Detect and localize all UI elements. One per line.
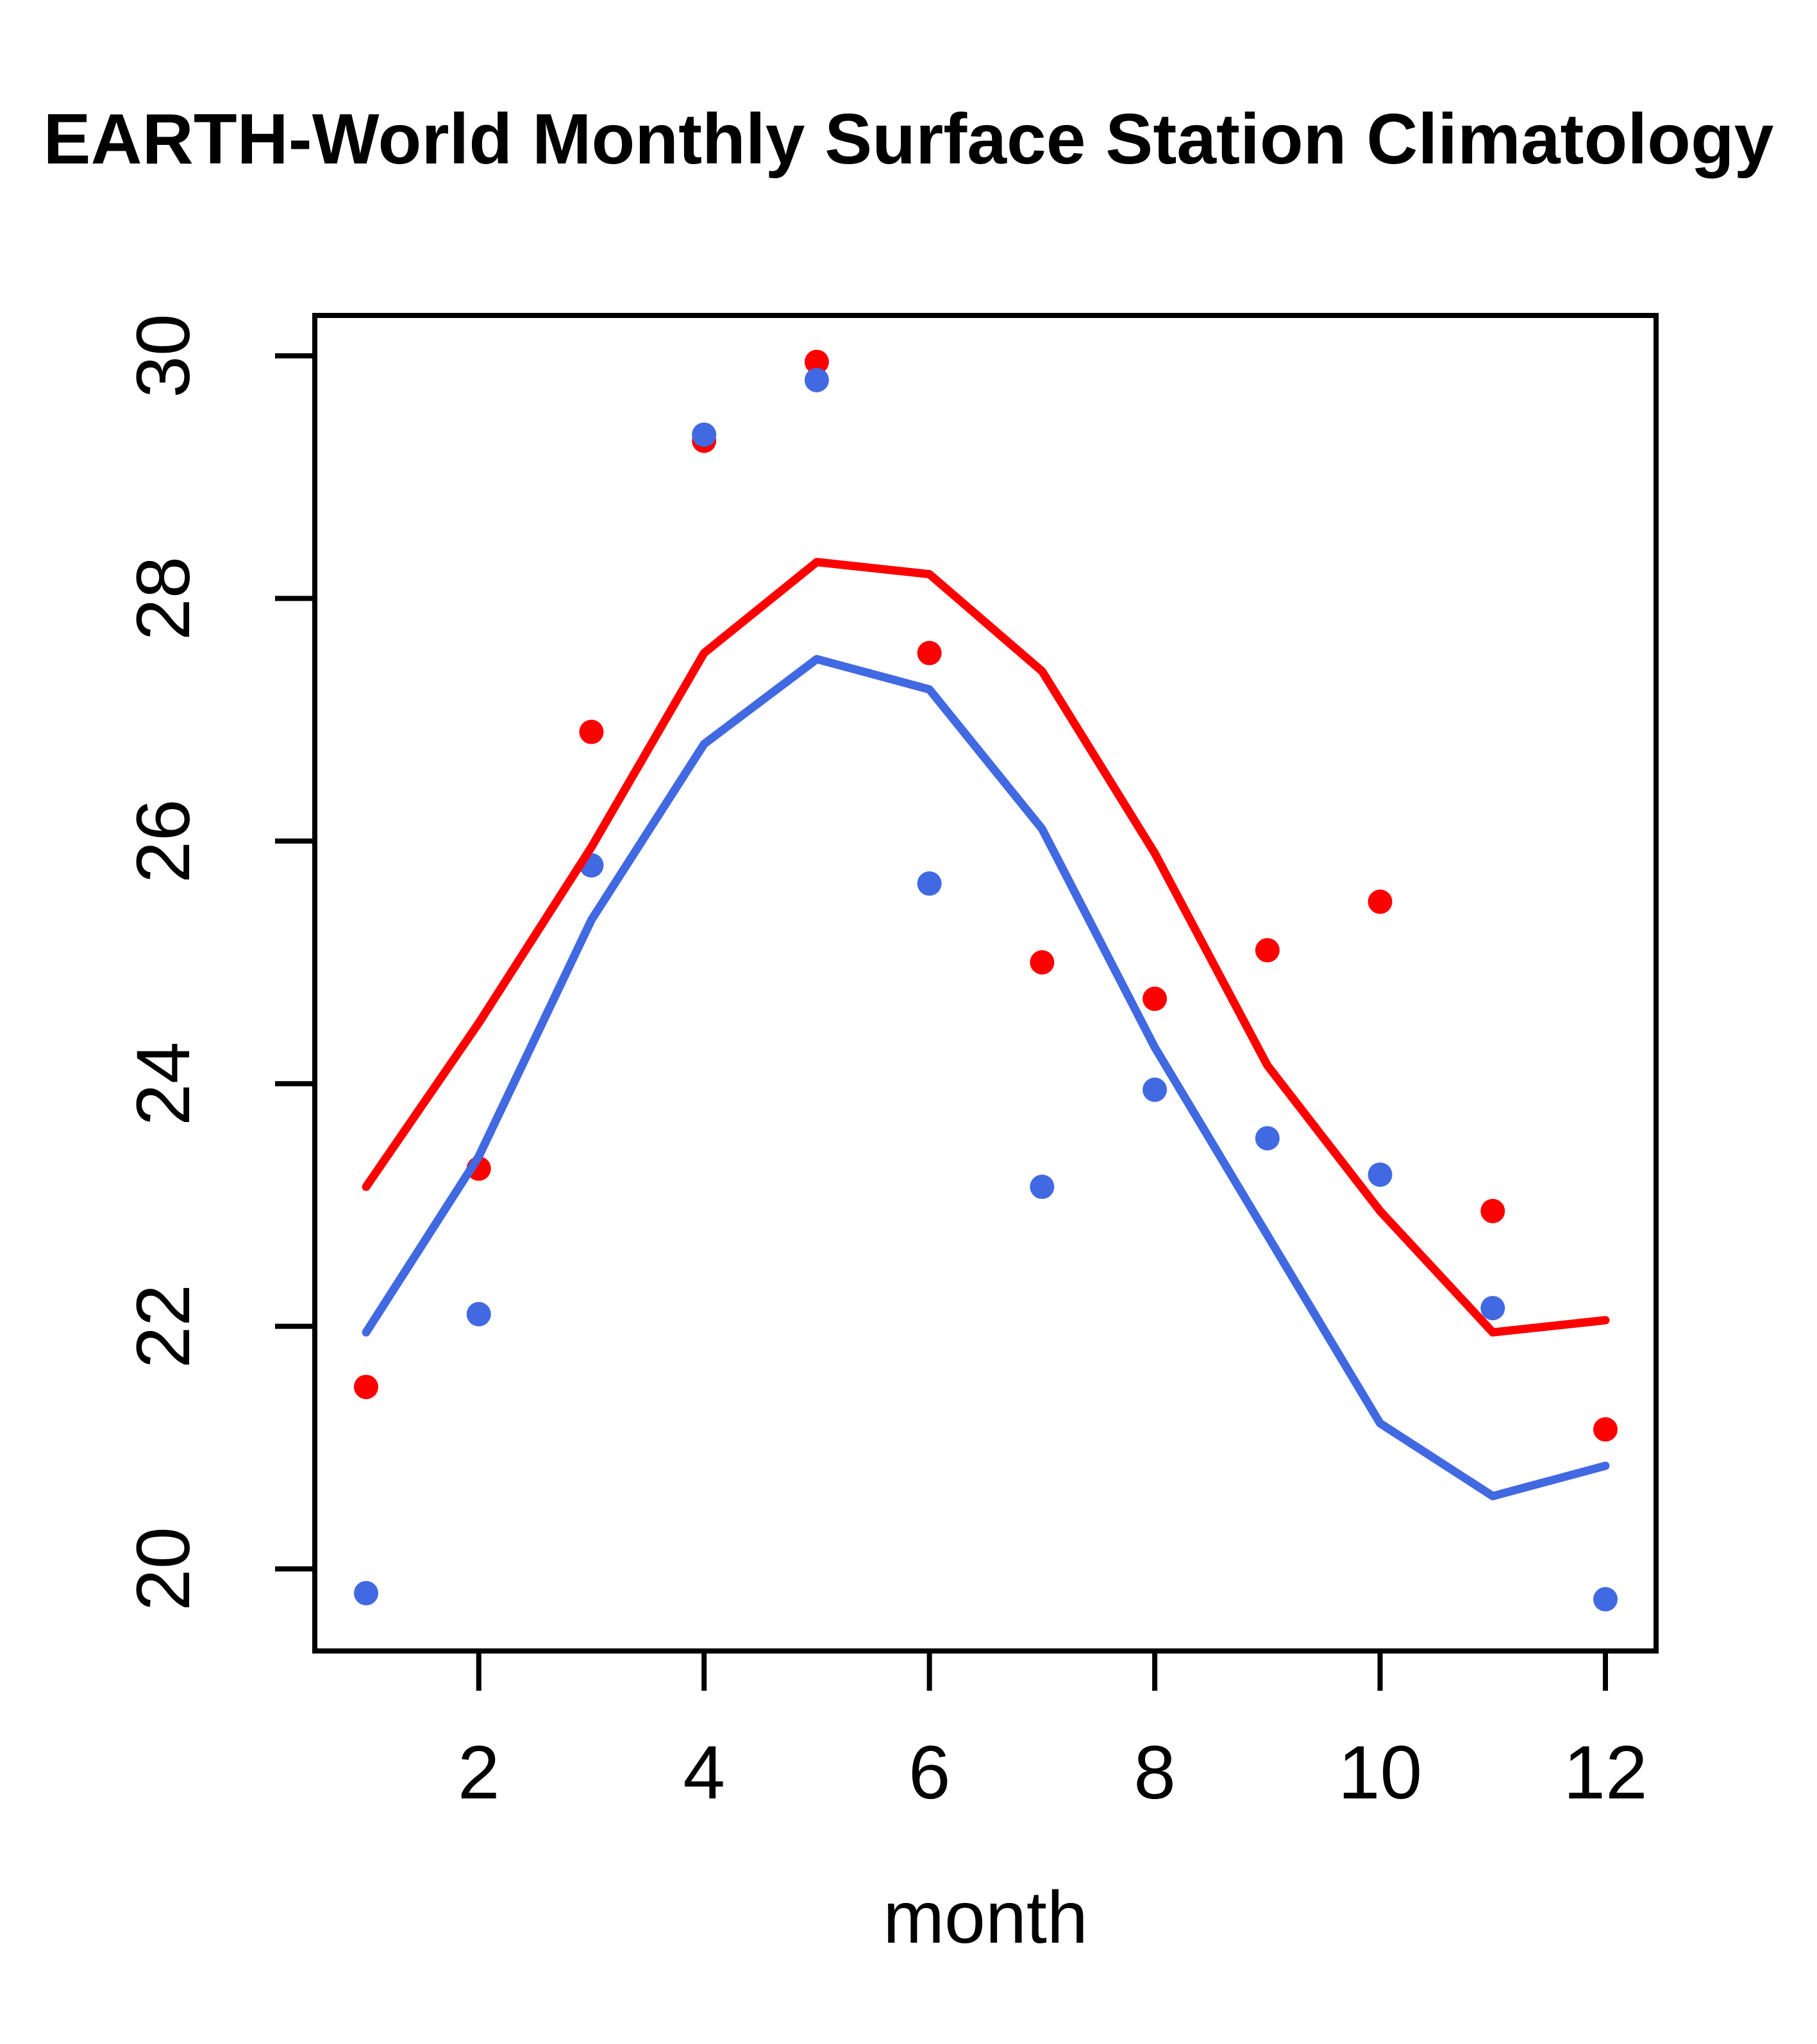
data-point-red-station-points (1593, 1417, 1618, 1442)
y-tick-label: 24 (121, 1042, 206, 1126)
data-point-red-station-points (917, 641, 942, 666)
data-point-blue-station-points (1368, 1162, 1393, 1187)
chart-title: EARTH-World Monthly Surface Station Clim… (43, 99, 1773, 179)
data-point-red-station-points (804, 349, 829, 374)
x-tick-label: 2 (458, 1730, 500, 1815)
series-blue-station-points (354, 367, 1618, 1612)
data-point-red-station-points (354, 1375, 378, 1400)
x-axis-label: month (883, 1877, 1088, 1959)
data-point-blue-station-points (466, 1302, 491, 1327)
x-tick-label: 8 (1134, 1730, 1176, 1815)
data-point-blue-station-points (354, 1580, 378, 1605)
x-tick-label: 4 (683, 1730, 725, 1815)
data-point-blue-station-points (1480, 1296, 1505, 1321)
x-axis: 2 4 6 8 10 12 (458, 1651, 1648, 1815)
x-tick-label: 6 (908, 1730, 951, 1815)
y-tick-label: 26 (121, 799, 206, 883)
data-point-blue-station-points (1143, 1077, 1168, 1102)
data-point-blue-station-points (1593, 1587, 1618, 1612)
data-point-red-station-points (1143, 986, 1168, 1011)
series-red-station-points (354, 349, 1618, 1442)
data-point-red-station-points (1368, 889, 1393, 914)
y-tick-label: 20 (121, 1527, 206, 1611)
series-line-red-climatology-line (362, 558, 1610, 1337)
data-point-blue-station-points (1255, 1126, 1280, 1151)
x-tick-label: 12 (1563, 1730, 1647, 1815)
data-point-red-station-points (1030, 950, 1055, 975)
data-point-blue-station-points (804, 367, 829, 392)
data-point-blue-station-points (692, 422, 717, 447)
y-tick-label: 22 (121, 1284, 206, 1368)
data-point-blue-station-points (917, 871, 942, 896)
plot-box (312, 313, 1659, 1654)
y-axis: 20 22 24 26 28 30 (121, 314, 315, 1611)
data-point-red-station-points (579, 719, 604, 744)
data-point-red-station-points (1480, 1198, 1505, 1223)
y-tick-label: 30 (121, 314, 206, 398)
x-tick-label: 10 (1338, 1730, 1422, 1815)
data-point-red-station-points (1255, 938, 1280, 963)
series-line-blue-climatology-line (362, 655, 1610, 1500)
y-tick-label: 28 (121, 557, 206, 641)
data-point-blue-station-points (1030, 1175, 1055, 1200)
series-layer (354, 349, 1618, 1612)
